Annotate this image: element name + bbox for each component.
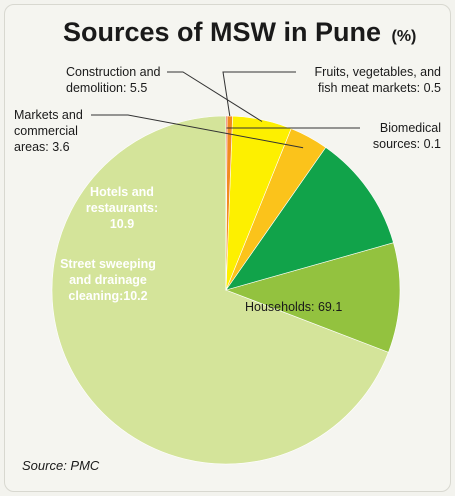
slice-label-hotels: Hotels and restaurants: 10.9 bbox=[86, 185, 158, 231]
pie-slice-street bbox=[225, 242, 401, 353]
slice-label-line: cleaning:10.2 bbox=[68, 289, 147, 303]
slice-label-street: Street sweeping and drainage cleaning:10.2 bbox=[60, 257, 156, 303]
slice-label-line: fish meat markets: 0.5 bbox=[318, 81, 441, 95]
slice-label-line: Markets and bbox=[14, 108, 83, 122]
leader-line-construction bbox=[167, 71, 263, 122]
slice-label-markets: Markets and commercial areas: 3.6 bbox=[14, 108, 83, 154]
chart-title-text: Sources of MSW in Pune bbox=[63, 17, 381, 47]
slice-label-line: Biomedical bbox=[380, 121, 441, 135]
slice-labels: Households: 69.1 Street sweeping and drain… bbox=[14, 65, 441, 314]
leader-lines bbox=[91, 71, 360, 149]
slice-label-line: commercial bbox=[14, 124, 78, 138]
leader-line-fruits bbox=[222, 71, 296, 117]
slice-label-line: demolition: 5.5 bbox=[66, 81, 147, 95]
slice-label-line: Households: 69.1 bbox=[245, 300, 342, 314]
slice-label-biomedical: Biomedical sources: 0.1 bbox=[373, 121, 441, 151]
slice-label-line: sources: 0.1 bbox=[373, 137, 441, 151]
pie-slice-households bbox=[51, 115, 389, 465]
chart-title: Sources of MSW in Pune (%) bbox=[63, 17, 416, 47]
slice-label-construction: Construction and demolition: 5.5 bbox=[66, 65, 161, 95]
slice-label-households: Households: 69.1 bbox=[245, 300, 342, 314]
source-note: Source: PMC bbox=[22, 458, 100, 473]
slice-label-line: areas: 3.6 bbox=[14, 140, 70, 154]
chart-title-unit: (%) bbox=[391, 28, 416, 45]
slice-label-line: 10.9 bbox=[110, 217, 134, 231]
slice-label-line: Construction and bbox=[66, 65, 161, 79]
slice-label-line: Street sweeping bbox=[60, 257, 156, 271]
pie-slice-hotels bbox=[225, 146, 394, 291]
slice-label-fruits: Fruits, vegetables, and fish meat markets… bbox=[315, 65, 442, 95]
slice-label-line: Fruits, vegetables, and bbox=[315, 65, 442, 79]
pie-slice-biomedical bbox=[225, 115, 228, 291]
slice-label-line: restaurants: bbox=[86, 201, 158, 215]
slice-label-line: and drainage bbox=[69, 273, 147, 287]
leader-line-markets bbox=[91, 114, 304, 149]
pie-slices bbox=[51, 115, 401, 465]
slice-label-line: Hotels and bbox=[90, 185, 154, 199]
